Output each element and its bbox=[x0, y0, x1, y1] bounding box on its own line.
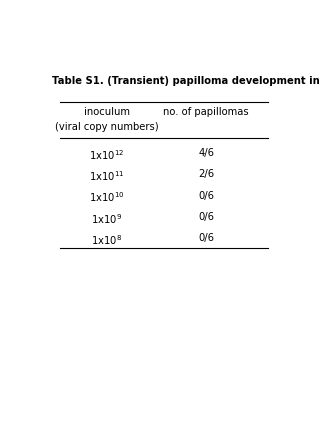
Text: 0/6: 0/6 bbox=[198, 191, 214, 201]
Text: 1x10$^{10}$: 1x10$^{10}$ bbox=[89, 191, 125, 204]
Text: Table S1. (Transient) papilloma development in immunocompetent Cr:ORL SENCAR mic: Table S1. (Transient) papilloma developm… bbox=[52, 76, 320, 86]
Text: 1x10$^{11}$: 1x10$^{11}$ bbox=[89, 170, 125, 183]
Text: 2/6: 2/6 bbox=[198, 170, 214, 179]
Text: 0/6: 0/6 bbox=[198, 233, 214, 243]
Text: (viral copy numbers): (viral copy numbers) bbox=[55, 122, 159, 132]
Text: no. of papillomas: no. of papillomas bbox=[163, 107, 249, 117]
Text: 0/6: 0/6 bbox=[198, 212, 214, 222]
Text: 4/6: 4/6 bbox=[198, 148, 214, 158]
Text: 1x10$^{9}$: 1x10$^{9}$ bbox=[92, 212, 123, 226]
Text: inoculum: inoculum bbox=[84, 107, 130, 117]
Text: 1x10$^{8}$: 1x10$^{8}$ bbox=[92, 233, 123, 247]
Text: 1x10$^{12}$: 1x10$^{12}$ bbox=[89, 148, 124, 162]
